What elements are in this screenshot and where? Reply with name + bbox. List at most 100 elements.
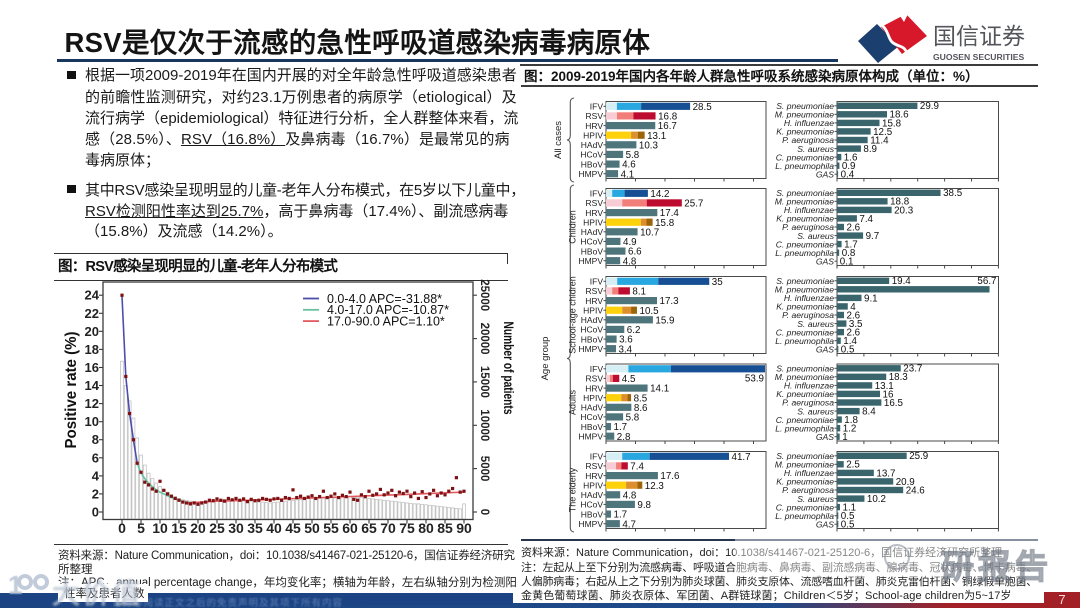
svg-text:1.2: 1.2	[843, 424, 857, 435]
svg-text:S. aureus: S. aureus	[797, 494, 834, 504]
svg-text:7.4: 7.4	[859, 214, 873, 225]
svg-text:4.8: 4.8	[623, 256, 637, 267]
svg-text:S. pneumoniae: S. pneumoniae	[776, 101, 834, 111]
svg-text:S. pneumoniae: S. pneumoniae	[776, 364, 834, 374]
svg-text:HPIV: HPIV	[583, 217, 603, 227]
svg-text:13.1: 13.1	[875, 381, 894, 392]
svg-text:40: 40	[266, 520, 282, 536]
svg-text:1.6: 1.6	[844, 153, 858, 164]
svg-text:HCoV: HCoV	[580, 412, 603, 422]
svg-text:HBoV: HBoV	[581, 246, 604, 256]
svg-text:1.1: 1.1	[843, 503, 857, 514]
svg-text:24: 24	[85, 288, 100, 303]
svg-text:16.8: 16.8	[658, 112, 678, 123]
svg-text:1.7: 1.7	[614, 422, 628, 433]
svg-text:25000: 25000	[478, 279, 490, 311]
svg-text:60: 60	[342, 520, 358, 536]
svg-text:4.7: 4.7	[622, 519, 636, 530]
svg-text:38.5: 38.5	[943, 188, 963, 199]
svg-text:P. aeruginosa: P. aeruginosa	[782, 485, 834, 495]
svg-text:0.8: 0.8	[842, 248, 856, 259]
svg-text:HAdV: HAdV	[581, 140, 604, 150]
svg-text:H. influenzae: H. influenzae	[784, 381, 834, 391]
svg-text:HPIV: HPIV	[583, 130, 603, 140]
svg-text:HMPV: HMPV	[578, 431, 603, 441]
svg-text:14.1: 14.1	[650, 384, 669, 395]
svg-text:RSV: RSV	[586, 111, 604, 121]
svg-text:RSV: RSV	[586, 461, 604, 471]
svg-text:L. pneumophila: L. pneumophila	[775, 511, 834, 521]
svg-text:HRV: HRV	[585, 383, 603, 393]
svg-text:All cases: All cases	[553, 121, 564, 159]
svg-text:HRV: HRV	[585, 208, 603, 218]
svg-text:8.9: 8.9	[863, 144, 877, 155]
svg-text:10: 10	[85, 414, 99, 429]
svg-text:8.4: 8.4	[862, 407, 876, 418]
svg-text:0: 0	[478, 509, 490, 515]
svg-text:4.6: 4.6	[622, 160, 636, 171]
svg-text:8: 8	[92, 432, 99, 447]
svg-text:10.2: 10.2	[867, 494, 886, 505]
svg-text:S. aureus: S. aureus	[797, 319, 834, 329]
svg-text:16.7: 16.7	[658, 121, 677, 132]
svg-text:M. pneumoniae: M. pneumoniae	[775, 460, 834, 470]
svg-text:2.6: 2.6	[847, 222, 861, 233]
svg-text:0.5: 0.5	[841, 345, 855, 356]
svg-text:16: 16	[883, 389, 894, 400]
svg-text:4.5: 4.5	[622, 374, 636, 385]
svg-text:0.0-4.0 APC=-31.88*: 0.0-4.0 APC=-31.88*	[327, 292, 442, 306]
svg-text:18.8: 18.8	[890, 197, 910, 208]
svg-text:14.2: 14.2	[650, 189, 669, 200]
svg-text:HCoV: HCoV	[580, 500, 603, 510]
svg-text:15.8: 15.8	[655, 218, 675, 229]
svg-text:5: 5	[137, 520, 145, 536]
svg-text:28.5: 28.5	[693, 102, 713, 113]
svg-text:P. aeruginosa: P. aeruginosa	[782, 135, 834, 145]
svg-text:S. pneumoniae: S. pneumoniae	[776, 276, 834, 286]
svg-text:HRV: HRV	[585, 471, 603, 481]
svg-text:35: 35	[247, 520, 263, 536]
svg-text:S. pneumoniae: S. pneumoniae	[776, 188, 834, 198]
svg-text:IFV: IFV	[590, 277, 604, 287]
svg-text:45: 45	[285, 520, 301, 536]
svg-text:国信证券: 国信证券	[933, 23, 1025, 49]
svg-text:H. influenzae: H. influenzae	[784, 293, 834, 303]
svg-text:80: 80	[418, 520, 434, 536]
svg-text:41.7: 41.7	[732, 452, 751, 463]
svg-text:2: 2	[92, 486, 99, 501]
svg-text:15.8: 15.8	[882, 118, 902, 129]
svg-text:2.5: 2.5	[846, 460, 860, 471]
svg-text:17.0-90.0 APC=1.10*: 17.0-90.0 APC=1.10*	[327, 314, 445, 328]
svg-text:GAS: GAS	[816, 256, 834, 266]
svg-text:20: 20	[190, 520, 206, 536]
svg-text:30: 30	[228, 520, 244, 536]
svg-text:0.1: 0.1	[840, 257, 854, 268]
svg-text:25.7: 25.7	[684, 199, 703, 210]
svg-text:1.8: 1.8	[844, 415, 858, 426]
svg-text:P. aeruginosa: P. aeruginosa	[782, 398, 834, 408]
svg-text:5000: 5000	[478, 456, 490, 482]
svg-text:0.5: 0.5	[841, 520, 855, 531]
svg-text:HAdV: HAdV	[581, 315, 604, 325]
svg-text:IFV: IFV	[590, 102, 604, 112]
svg-text:18.3: 18.3	[889, 372, 909, 383]
svg-text:C. pneumoniae: C. pneumoniae	[776, 502, 835, 512]
svg-text:HPIV: HPIV	[583, 480, 603, 490]
svg-text:HAdV: HAdV	[581, 403, 604, 413]
svg-text:13.7: 13.7	[876, 468, 895, 479]
svg-text:S. aureus: S. aureus	[797, 144, 834, 154]
svg-text:18.6: 18.6	[890, 110, 910, 121]
svg-text:K. pneumoniae: K. pneumoniae	[776, 302, 834, 312]
svg-text:HMPV: HMPV	[578, 169, 603, 179]
svg-text:Age group: Age group	[540, 337, 551, 381]
svg-text:P. aeruginosa: P. aeruginosa	[782, 222, 834, 232]
svg-text:Number of patients: Number of patients	[501, 322, 516, 415]
svg-text:HRV: HRV	[585, 121, 603, 131]
svg-text:16: 16	[85, 360, 99, 375]
svg-text:0.4: 0.4	[841, 170, 855, 181]
svg-text:3.6: 3.6	[619, 335, 633, 346]
svg-text:20000: 20000	[478, 323, 490, 355]
svg-text:4: 4	[850, 302, 856, 313]
svg-text:2.8: 2.8	[617, 432, 631, 443]
svg-text:RSV: RSV	[586, 374, 604, 384]
